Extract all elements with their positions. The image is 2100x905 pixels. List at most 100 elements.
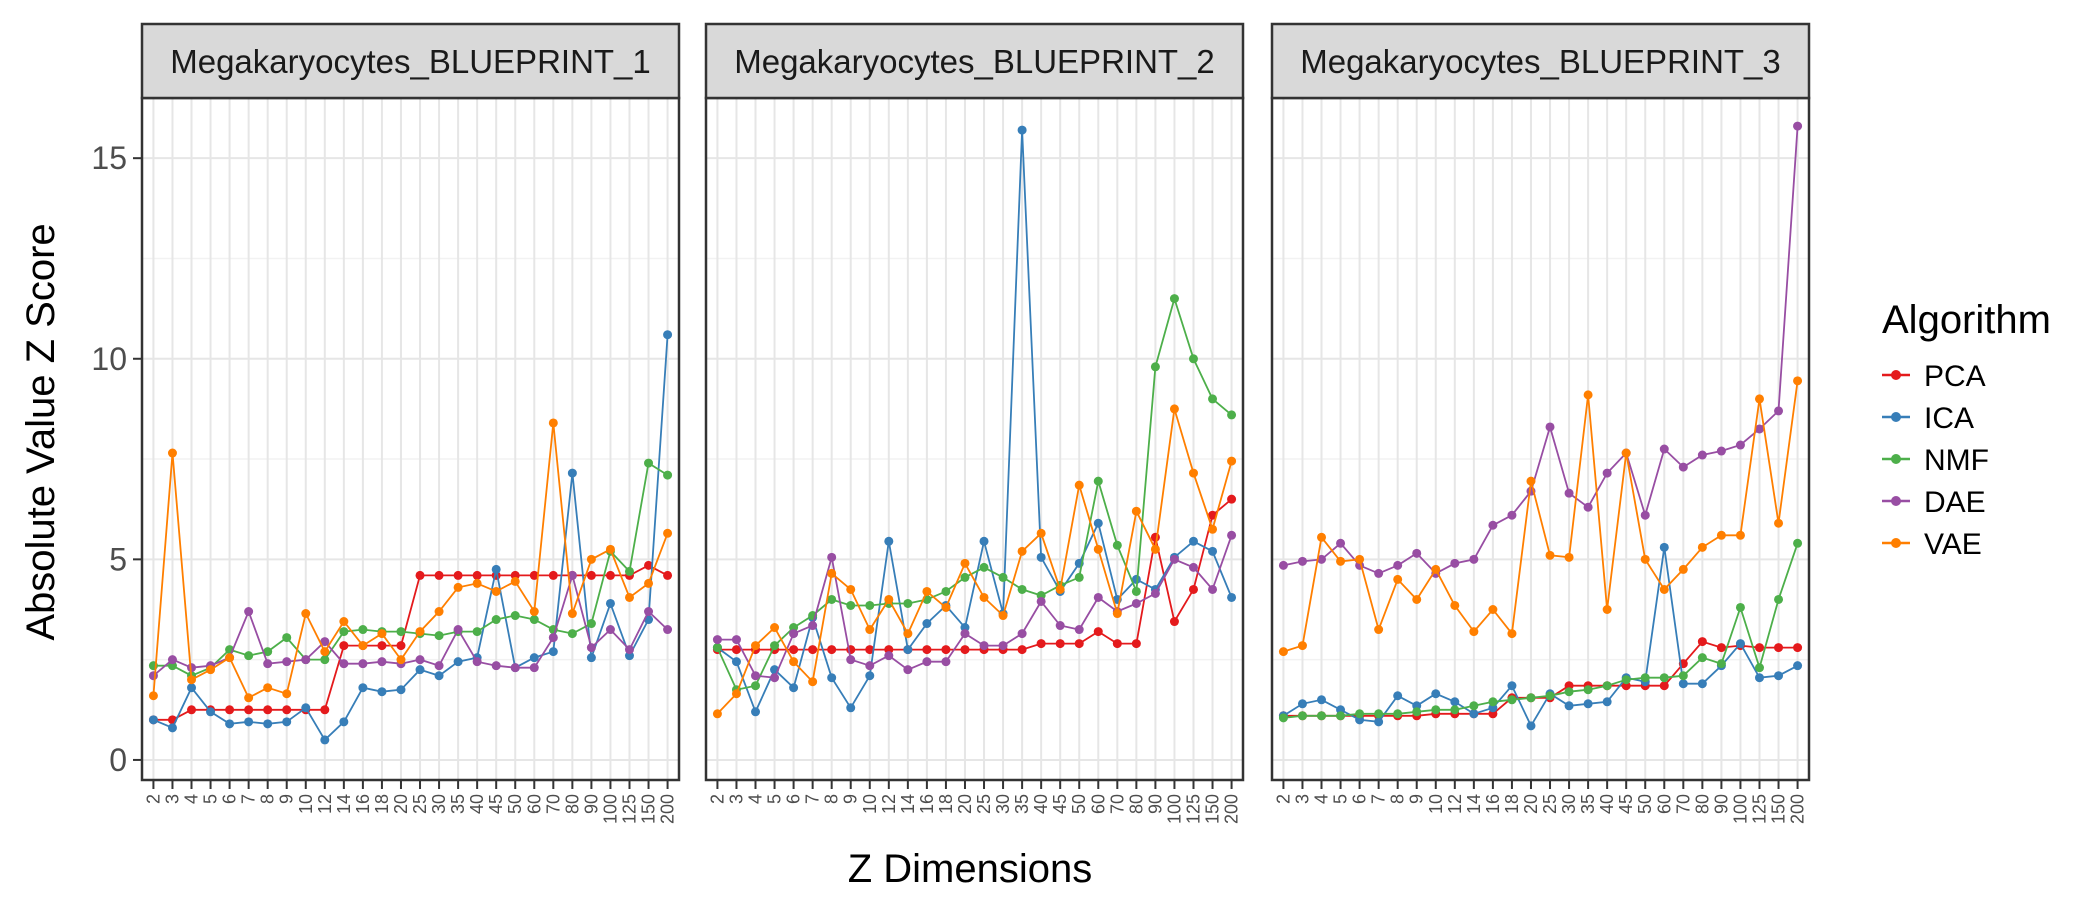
data-point-dae [1412,548,1422,558]
data-point-vae [472,578,482,588]
data-point-vae [1469,627,1479,637]
data-point-dae [827,552,837,562]
data-point-dae [846,655,856,665]
data-point-dae [148,671,158,681]
data-point-vae [1169,404,1179,414]
data-point-pca [1697,637,1707,647]
data-point-ica [415,665,425,675]
data-point-vae [263,683,273,693]
data-point-vae [1507,629,1517,639]
data-point-ica [586,653,596,663]
data-point-vae [1131,506,1141,516]
data-point-vae [1431,564,1441,574]
panel-background [1272,98,1809,780]
data-point-nmf [1716,659,1726,669]
x-tick-label: 50 [1635,794,1655,814]
data-point-dae [605,625,615,635]
x-tick-label: 25 [1540,794,1560,814]
x-tick-label: 16 [353,794,373,814]
data-point-ica [244,717,254,727]
y-axis-title: Absolute Value Z Score [19,223,63,640]
data-point-pca [1036,639,1046,649]
x-tick-label: 90 [1145,794,1165,814]
data-point-ica [1227,592,1237,602]
data-point-vae [282,689,292,699]
legend-item-vae: VAE [1882,528,1982,561]
series-line-nmf [153,461,669,677]
data-point-dae [339,659,349,669]
data-point-dae [434,661,444,671]
facet-strip [140,22,681,100]
data-point-dae [1697,450,1707,460]
data-point-dae [922,657,932,667]
data-point-vae [148,691,158,701]
data-point-nmf [1355,709,1365,719]
data-point-pca [472,570,482,580]
data-point-ica [846,703,856,713]
data-point-vae [846,584,856,594]
data-point-nmf [1278,713,1288,723]
data-point-nmf [903,598,913,608]
data-point-ica [884,536,894,546]
y-tick-label: 5 [109,541,127,577]
x-tick-label: 50 [1069,794,1089,814]
data-point-dae [770,673,780,683]
data-point-nmf [1297,711,1307,721]
data-point-ica [339,717,349,727]
data-point-dae [510,663,520,673]
facet-strip [704,22,1245,100]
data-point-pca [586,570,596,580]
data-point-nmf [1754,663,1764,673]
data-point-dae [1488,520,1498,530]
data-point-vae [1036,528,1046,538]
data-point-dae [415,655,425,665]
data-point-dae [1336,538,1346,548]
data-point-vae [1208,524,1218,534]
data-point-vae [808,677,818,687]
data-point-vae [377,629,387,639]
data-point-dae [263,659,273,669]
data-point-vae [1678,564,1688,574]
series-line-ica [1282,547,1799,728]
data-point-ica [167,723,177,733]
data-point-ica [1659,542,1669,552]
x-tick-label: 60 [1088,794,1108,814]
data-point-vae [1774,518,1784,528]
data-point-ica [1583,699,1593,709]
data-point-dae [1227,530,1237,540]
data-point-nmf [1640,673,1650,683]
x-tick-label: 5 [765,794,785,804]
data-point-nmf [1545,691,1555,701]
x-tick-label: 7 [1369,794,1389,804]
data-point-dae [453,625,463,635]
legend: Algorithm PCA ICA NMF DAE VAE [1882,298,2051,561]
data-point-nmf [1393,709,1403,719]
data-point-vae [884,594,894,604]
data-point-ica [605,598,615,608]
x-tick-label: 125 [620,794,640,824]
data-point-vae [1227,456,1237,466]
data-point-pca [396,641,406,651]
data-point-ica [1431,689,1441,699]
series-line-dae [1283,126,1799,575]
data-point-pca [1112,639,1122,649]
data-point-ica [979,536,989,546]
data-point-ica [491,564,501,574]
x-tick-label: 100 [600,794,620,824]
x-tick-label: 3 [727,794,747,804]
data-point-dae [320,637,330,647]
data-point-vae [1488,605,1498,614]
data-point-pca [1188,584,1198,594]
data-point-pca [187,705,197,715]
legend-key-point [1891,496,1901,506]
data-point-ica [529,653,539,663]
data-point-dae [1169,554,1179,564]
series-line-pca [1283,640,1798,717]
data-point-ica [751,707,761,717]
data-point-nmf [751,681,761,691]
x-tick-label: 20 [391,794,411,814]
x-tick-label: 4 [1312,794,1332,804]
data-point-ica [148,715,158,725]
data-point-dae [979,641,989,651]
data-point-vae [206,665,216,675]
